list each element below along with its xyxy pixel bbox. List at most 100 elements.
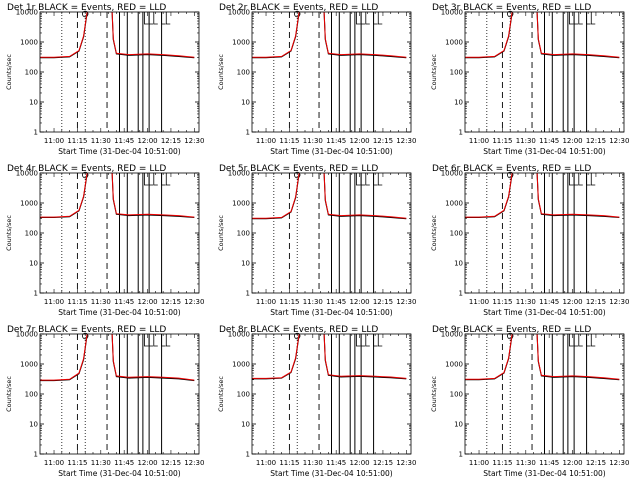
bracket-mark [377,173,383,186]
y-tick-label: 10000 [441,331,463,339]
x-axis-label: Start Time (31-Dec-04 10:51:00) [58,147,180,156]
y-tick-label: 10 [454,421,463,429]
series-lld-line [252,334,407,379]
circle-mark [507,332,514,340]
y-tick-label: 10000 [441,170,463,178]
x-tick-label: 11:15 [279,298,299,306]
y-tick-label: 10 [29,421,38,429]
x-tick-label: 11:00 [44,298,64,306]
panel-title: Det 3r BLACK = Events, RED = LLD [432,3,591,13]
panel-6: Det 6r BLACK = Events, RED = LLD Counts/s… [430,164,629,317]
circle-mark [294,332,301,340]
y-tick-label: 100 [25,69,38,77]
y-tick-label: 1000 [20,200,38,208]
x-tick-label: 12:15 [586,459,606,467]
bracket-mark [356,173,361,186]
x-tick-label: 11:30 [91,459,111,467]
x-tick-label: 12:30 [184,137,204,145]
y-tick-label: 10 [454,260,463,268]
x-tick-label: 11:15 [67,298,87,306]
y-tick-label: 1 [246,129,250,137]
x-tick-label: 12:00 [349,298,369,306]
bracket-mark [148,12,154,25]
bracket-mark [373,173,378,186]
x-axis-label: Start Time (31-Dec-04 10:51:00) [483,469,605,478]
bracket-mark [573,173,579,186]
panel-title: Det 5r BLACK = Events, RED = LLD [219,164,378,174]
panel-1: Det 1r BLACK = Events, RED = LLD Counts/s… [5,3,204,156]
y-tick-label: 100 [237,69,250,77]
x-tick-label: 11:30 [303,298,323,306]
plot-frame [464,172,625,294]
bracket-mark [148,334,154,347]
bracket-mark [153,173,158,186]
x-tick-label: 12:00 [562,459,582,467]
bracket-mark [153,334,158,347]
bracket-mark [365,173,370,186]
panel-title: Det 8r BLACK = Events, RED = LLD [219,325,378,335]
series-lld-line [40,12,195,58]
bracket-mark [356,334,361,347]
x-tick-label: 11:45 [326,137,346,145]
bracket-mark [569,12,574,25]
bracket-mark [578,12,583,25]
y-tick-label: 10000 [441,9,463,17]
x-tick-label: 12:00 [349,137,369,145]
y-tick-label: 1 [34,290,38,298]
x-tick-label: 12:15 [373,298,393,306]
x-tick-label: 11:30 [91,298,111,306]
panel-9: Det 9r BLACK = Events, RED = LLD Counts/s… [430,325,629,478]
x-tick-label: 12:15 [586,298,606,306]
panel-title: Det 1r BLACK = Events, RED = LLD [7,3,166,13]
y-axis-label: Counts/sec [5,54,13,90]
x-tick-label: 11:30 [516,459,536,467]
bracket-mark [377,334,383,347]
y-tick-label: 100 [237,391,250,399]
y-tick-label: 1000 [232,200,250,208]
plot-frame [39,172,200,294]
x-axis-label: Start Time (31-Dec-04 10:51:00) [270,147,392,156]
series-group [40,173,195,218]
x-tick-label: 12:15 [373,459,393,467]
y-tick-label: 10 [29,260,38,268]
plot-frame [251,333,412,455]
x-tick-label: 11:30 [303,137,323,145]
y-tick-label: 10 [241,260,250,268]
x-tick-label: 12:15 [373,137,393,145]
x-axis-label: Start Time (31-Dec-04 10:51:00) [270,308,392,317]
y-axis-label: Counts/sec [5,376,13,412]
circle-mark [294,171,301,179]
bracket-mark [161,173,166,186]
series-group [252,334,407,380]
x-tick-label: 11:15 [67,137,87,145]
y-axis-label: Counts/sec [217,215,225,251]
series-group [465,173,620,218]
x-tick-label: 12:30 [184,459,204,467]
y-tick-label: 100 [450,391,463,399]
x-axis-label: Start Time (31-Dec-04 10:51:00) [483,308,605,317]
bracket-mark [161,12,166,25]
panel-2: Det 2r BLACK = Events, RED = LLD Counts/s… [217,3,416,156]
y-axis-label: Counts/sec [217,54,225,90]
x-tick-label: 11:45 [326,298,346,306]
x-tick-label: 11:45 [114,459,134,467]
bracket-mark [573,12,579,25]
x-axis-label: Start Time (31-Dec-04 10:51:00) [58,308,180,317]
bracket-mark [165,12,171,25]
y-tick-label: 10000 [228,9,250,17]
x-tick-label: 12:30 [396,298,416,306]
bracket-mark [373,334,378,347]
panel-title: Det 6r BLACK = Events, RED = LLD [432,164,591,174]
x-tick-label: 11:00 [256,298,276,306]
panel-7: Det 7r BLACK = Events, RED = LLD Counts/s… [5,325,204,478]
y-tick-label: 1 [459,129,463,137]
x-tick-label: 11:15 [279,137,299,145]
x-tick-label: 11:45 [114,298,134,306]
plot-frame [39,333,200,455]
circle-mark [507,171,514,179]
bracket-mark [144,12,149,25]
bracket-mark [590,334,596,347]
x-tick-label: 11:00 [44,137,64,145]
plot-frame [464,11,625,133]
series-group [40,334,195,382]
